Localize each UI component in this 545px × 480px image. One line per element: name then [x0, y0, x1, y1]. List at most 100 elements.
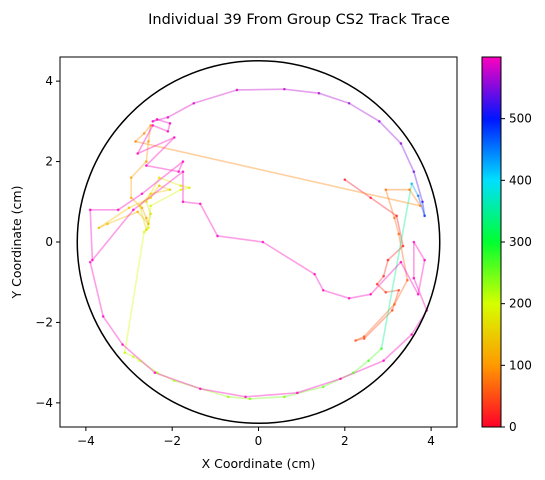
track-segment: [139, 192, 152, 207]
track-segment: [121, 343, 156, 374]
track-segment: [249, 396, 286, 400]
track-point: [129, 196, 133, 200]
y-axis-ticks: −4 −2 0 2 4: [35, 74, 60, 410]
track-segment: [89, 261, 104, 318]
track-point: [142, 230, 146, 234]
track-point: [384, 188, 388, 192]
track-point: [149, 212, 152, 216]
track-point: [244, 395, 247, 399]
track-segment: [354, 337, 366, 342]
colorbar-tick-label: 200: [509, 297, 532, 311]
track-segment: [408, 188, 422, 207]
track-segment: [145, 136, 176, 167]
track-segment: [143, 124, 152, 135]
y-tick-label: −2: [35, 315, 53, 329]
track-point: [235, 88, 239, 92]
track-segment: [322, 289, 350, 300]
track-point: [168, 188, 172, 192]
track-point: [347, 101, 351, 105]
track-segment: [387, 245, 404, 261]
colorbar-tick-label: 100: [509, 358, 532, 372]
track-point: [140, 192, 144, 196]
track-point: [127, 206, 131, 210]
colorbar-tick-label: 0: [509, 420, 517, 434]
arena-boundary-circle: [76, 60, 441, 424]
track-point: [177, 170, 180, 173]
track-segment: [382, 259, 389, 277]
track-point: [88, 260, 92, 264]
track-point: [179, 184, 183, 187]
track-segment: [158, 184, 171, 191]
track-segment: [417, 259, 426, 296]
chart-title: Individual 39 From Group CS2 Track Trace: [148, 12, 450, 28]
track-segment: [369, 261, 402, 296]
track-segment: [149, 188, 182, 207]
track-segment: [147, 124, 152, 143]
track-point: [313, 272, 316, 276]
track-segment: [199, 387, 247, 398]
track-segment: [376, 283, 387, 294]
track-segment: [139, 359, 158, 374]
track-segment: [134, 140, 422, 207]
x-tick-label: 2: [341, 434, 349, 448]
track-segment: [400, 142, 415, 173]
track-point: [343, 178, 347, 181]
track-segment: [158, 176, 182, 187]
track-segment: [318, 92, 350, 105]
track-point: [198, 387, 202, 391]
x-tick-label: −4: [77, 434, 95, 448]
track-point: [157, 184, 161, 187]
track-point: [399, 142, 403, 145]
track-point: [173, 136, 176, 139]
track-point: [145, 200, 148, 204]
track-point: [88, 208, 92, 212]
track-segment: [145, 176, 161, 203]
track-segment: [102, 315, 124, 346]
x-tick-label: −2: [163, 434, 181, 448]
colorbar-gradient: [482, 57, 501, 427]
track-segment: [391, 289, 400, 312]
track-segment: [167, 102, 195, 119]
track-point: [410, 182, 413, 185]
track-segment: [145, 200, 152, 215]
track-segment: [354, 335, 366, 342]
track-segment: [400, 261, 419, 296]
track-segment: [139, 205, 148, 231]
track-segment: [283, 88, 320, 94]
track-segment: [180, 186, 191, 191]
track-point: [173, 379, 176, 383]
track-point: [412, 170, 416, 173]
track-point: [157, 176, 161, 179]
track-segment: [283, 385, 325, 398]
track-point: [321, 288, 325, 292]
track-segment: [141, 207, 148, 219]
track-point: [382, 359, 385, 362]
track-segment: [413, 170, 424, 203]
track-segment: [384, 188, 396, 219]
track-point: [412, 276, 416, 280]
track-point: [149, 204, 152, 208]
track-point: [362, 337, 366, 340]
track-segment: [313, 273, 325, 292]
track-segment: [393, 217, 400, 235]
track-segment: [128, 196, 152, 209]
y-tick-label: 4: [45, 74, 53, 88]
track-point: [168, 122, 172, 125]
track-segment: [136, 211, 150, 225]
track-point: [406, 278, 409, 282]
track-segment: [397, 233, 409, 282]
track-point: [382, 274, 385, 278]
track-segment: [141, 160, 184, 195]
track-segment: [134, 132, 145, 143]
track-point: [339, 377, 342, 381]
track-segment: [227, 396, 251, 400]
track-point: [149, 192, 152, 196]
track-point: [283, 395, 286, 399]
track-point: [136, 152, 139, 155]
track-segment: [216, 235, 264, 243]
track-segment: [348, 102, 381, 123]
track-point: [248, 397, 252, 401]
track-segment: [348, 293, 372, 300]
track-point: [401, 244, 405, 248]
track-point: [380, 347, 383, 350]
